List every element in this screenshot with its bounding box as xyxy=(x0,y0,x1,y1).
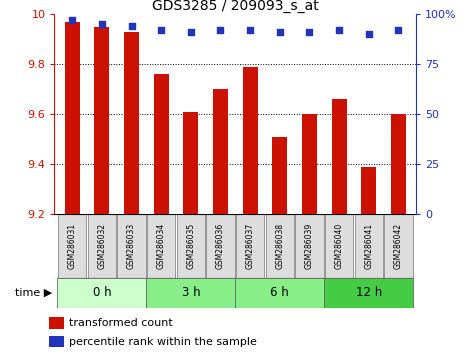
Text: GSM286035: GSM286035 xyxy=(186,223,195,269)
Bar xyxy=(147,214,175,278)
Bar xyxy=(176,214,205,278)
Bar xyxy=(332,99,347,214)
Point xyxy=(128,23,135,29)
Point xyxy=(306,29,313,35)
Title: GDS3285 / 209093_s_at: GDS3285 / 209093_s_at xyxy=(152,0,319,13)
Bar xyxy=(57,278,146,308)
Text: 3 h: 3 h xyxy=(182,286,200,299)
Point xyxy=(365,32,373,37)
Bar xyxy=(391,114,406,214)
Bar xyxy=(243,67,258,214)
Point xyxy=(217,27,224,33)
Point xyxy=(187,29,194,35)
Text: time ▶: time ▶ xyxy=(15,288,52,298)
Bar xyxy=(124,32,139,214)
Bar xyxy=(58,214,87,278)
Point xyxy=(276,29,284,35)
Point xyxy=(394,27,402,33)
Text: GSM286038: GSM286038 xyxy=(275,223,284,269)
Text: GSM286033: GSM286033 xyxy=(127,223,136,269)
Bar xyxy=(49,336,63,347)
Text: GSM286041: GSM286041 xyxy=(364,223,373,269)
Bar xyxy=(88,214,116,278)
Text: GSM286034: GSM286034 xyxy=(157,223,166,269)
Text: percentile rank within the sample: percentile rank within the sample xyxy=(69,337,257,347)
Point xyxy=(335,27,343,33)
Bar xyxy=(265,214,294,278)
Bar xyxy=(324,278,413,308)
Bar xyxy=(213,89,228,214)
Text: 12 h: 12 h xyxy=(356,286,382,299)
Point xyxy=(98,21,105,27)
Point xyxy=(246,27,254,33)
Bar xyxy=(95,27,109,214)
Bar xyxy=(302,114,317,214)
Point xyxy=(158,27,165,33)
Bar xyxy=(146,278,236,308)
Text: GSM286040: GSM286040 xyxy=(334,223,343,269)
Text: GSM286036: GSM286036 xyxy=(216,223,225,269)
Text: GSM286039: GSM286039 xyxy=(305,223,314,269)
Bar xyxy=(361,167,376,214)
Bar xyxy=(295,214,324,278)
Text: 0 h: 0 h xyxy=(93,286,111,299)
Bar xyxy=(154,74,168,214)
Text: GSM286037: GSM286037 xyxy=(245,223,254,269)
Text: GSM286042: GSM286042 xyxy=(394,223,403,269)
Bar xyxy=(49,317,63,329)
Text: 6 h: 6 h xyxy=(271,286,289,299)
Bar xyxy=(206,214,235,278)
Bar xyxy=(236,278,324,308)
Bar xyxy=(384,214,412,278)
Text: transformed count: transformed count xyxy=(69,318,173,328)
Bar xyxy=(236,214,264,278)
Text: GSM286031: GSM286031 xyxy=(68,223,77,269)
Bar xyxy=(184,112,198,214)
Bar xyxy=(65,22,79,214)
Bar xyxy=(117,214,146,278)
Text: GSM286032: GSM286032 xyxy=(97,223,106,269)
Point xyxy=(69,17,76,23)
Bar xyxy=(272,137,287,214)
Bar xyxy=(355,214,383,278)
Bar xyxy=(325,214,353,278)
